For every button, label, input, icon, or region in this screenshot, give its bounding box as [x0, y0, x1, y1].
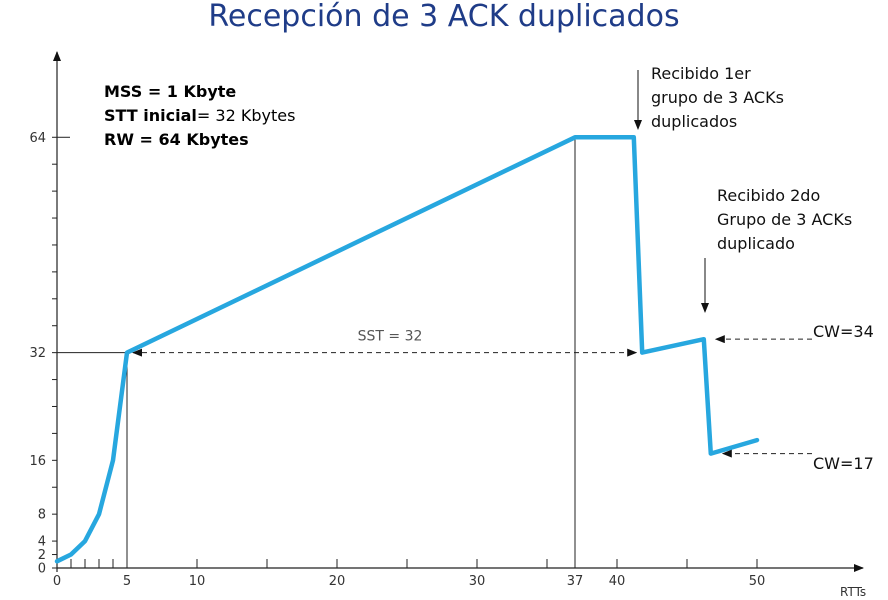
y-tick-label: 16	[29, 454, 46, 469]
y-tick-label: 4	[38, 535, 46, 550]
first-ack-line-1: Recibido 1er	[651, 64, 751, 83]
stt-info: STT inicial= 32 Kbytes	[104, 104, 295, 128]
stt-info-label: STT inicial	[104, 106, 197, 125]
y-tick-label: 8	[38, 508, 46, 523]
x-tick-label: 37	[567, 574, 584, 589]
first-ack-line-2: grupo de 3 ACKs	[651, 88, 784, 107]
x-tick-label: 30	[469, 574, 486, 589]
second-ack-annotation: Recibido 2do Grupo de 3 ACKs duplicado	[717, 184, 852, 256]
x-tick-label: 20	[329, 574, 346, 589]
y-tick-label: 32	[29, 346, 46, 361]
x-tick-label: 40	[609, 574, 626, 589]
rw-info: RW = 64 Kbytes	[104, 130, 249, 149]
chart-title: Recepción de 3 ACK duplicados	[208, 0, 680, 34]
stt-info-eq: = 32 Kbytes	[196, 106, 296, 125]
x-tick-label: 0	[53, 574, 61, 589]
cw17-label: CW=17	[813, 454, 874, 473]
second-ack-line-2: Grupo de 3 ACKs	[717, 210, 853, 229]
first-ack-line-3: duplicados	[651, 112, 738, 131]
congestion-window-line	[54, 135, 760, 564]
first-ack-annotation: Recibido 1er grupo de 3 ACKs duplicados	[651, 62, 784, 134]
second-ack-line-3: duplicado	[717, 234, 795, 253]
x-tick-label: 10	[189, 574, 206, 589]
x-axis-label: RTTs	[840, 585, 866, 599]
mss-info: MSS = 1 Kbyte	[104, 82, 237, 101]
x-tick-label: 50	[749, 574, 766, 589]
y-tick-label: 0	[38, 562, 46, 577]
sst-label: SST = 32	[358, 329, 423, 345]
second-ack-line-1: Recibido 2do	[717, 186, 821, 205]
y-tick-label: 64	[29, 131, 46, 146]
x-tick-label: 5	[123, 574, 131, 589]
cw34-label: CW=34	[813, 322, 874, 341]
y-tick-label: 2	[38, 548, 46, 563]
